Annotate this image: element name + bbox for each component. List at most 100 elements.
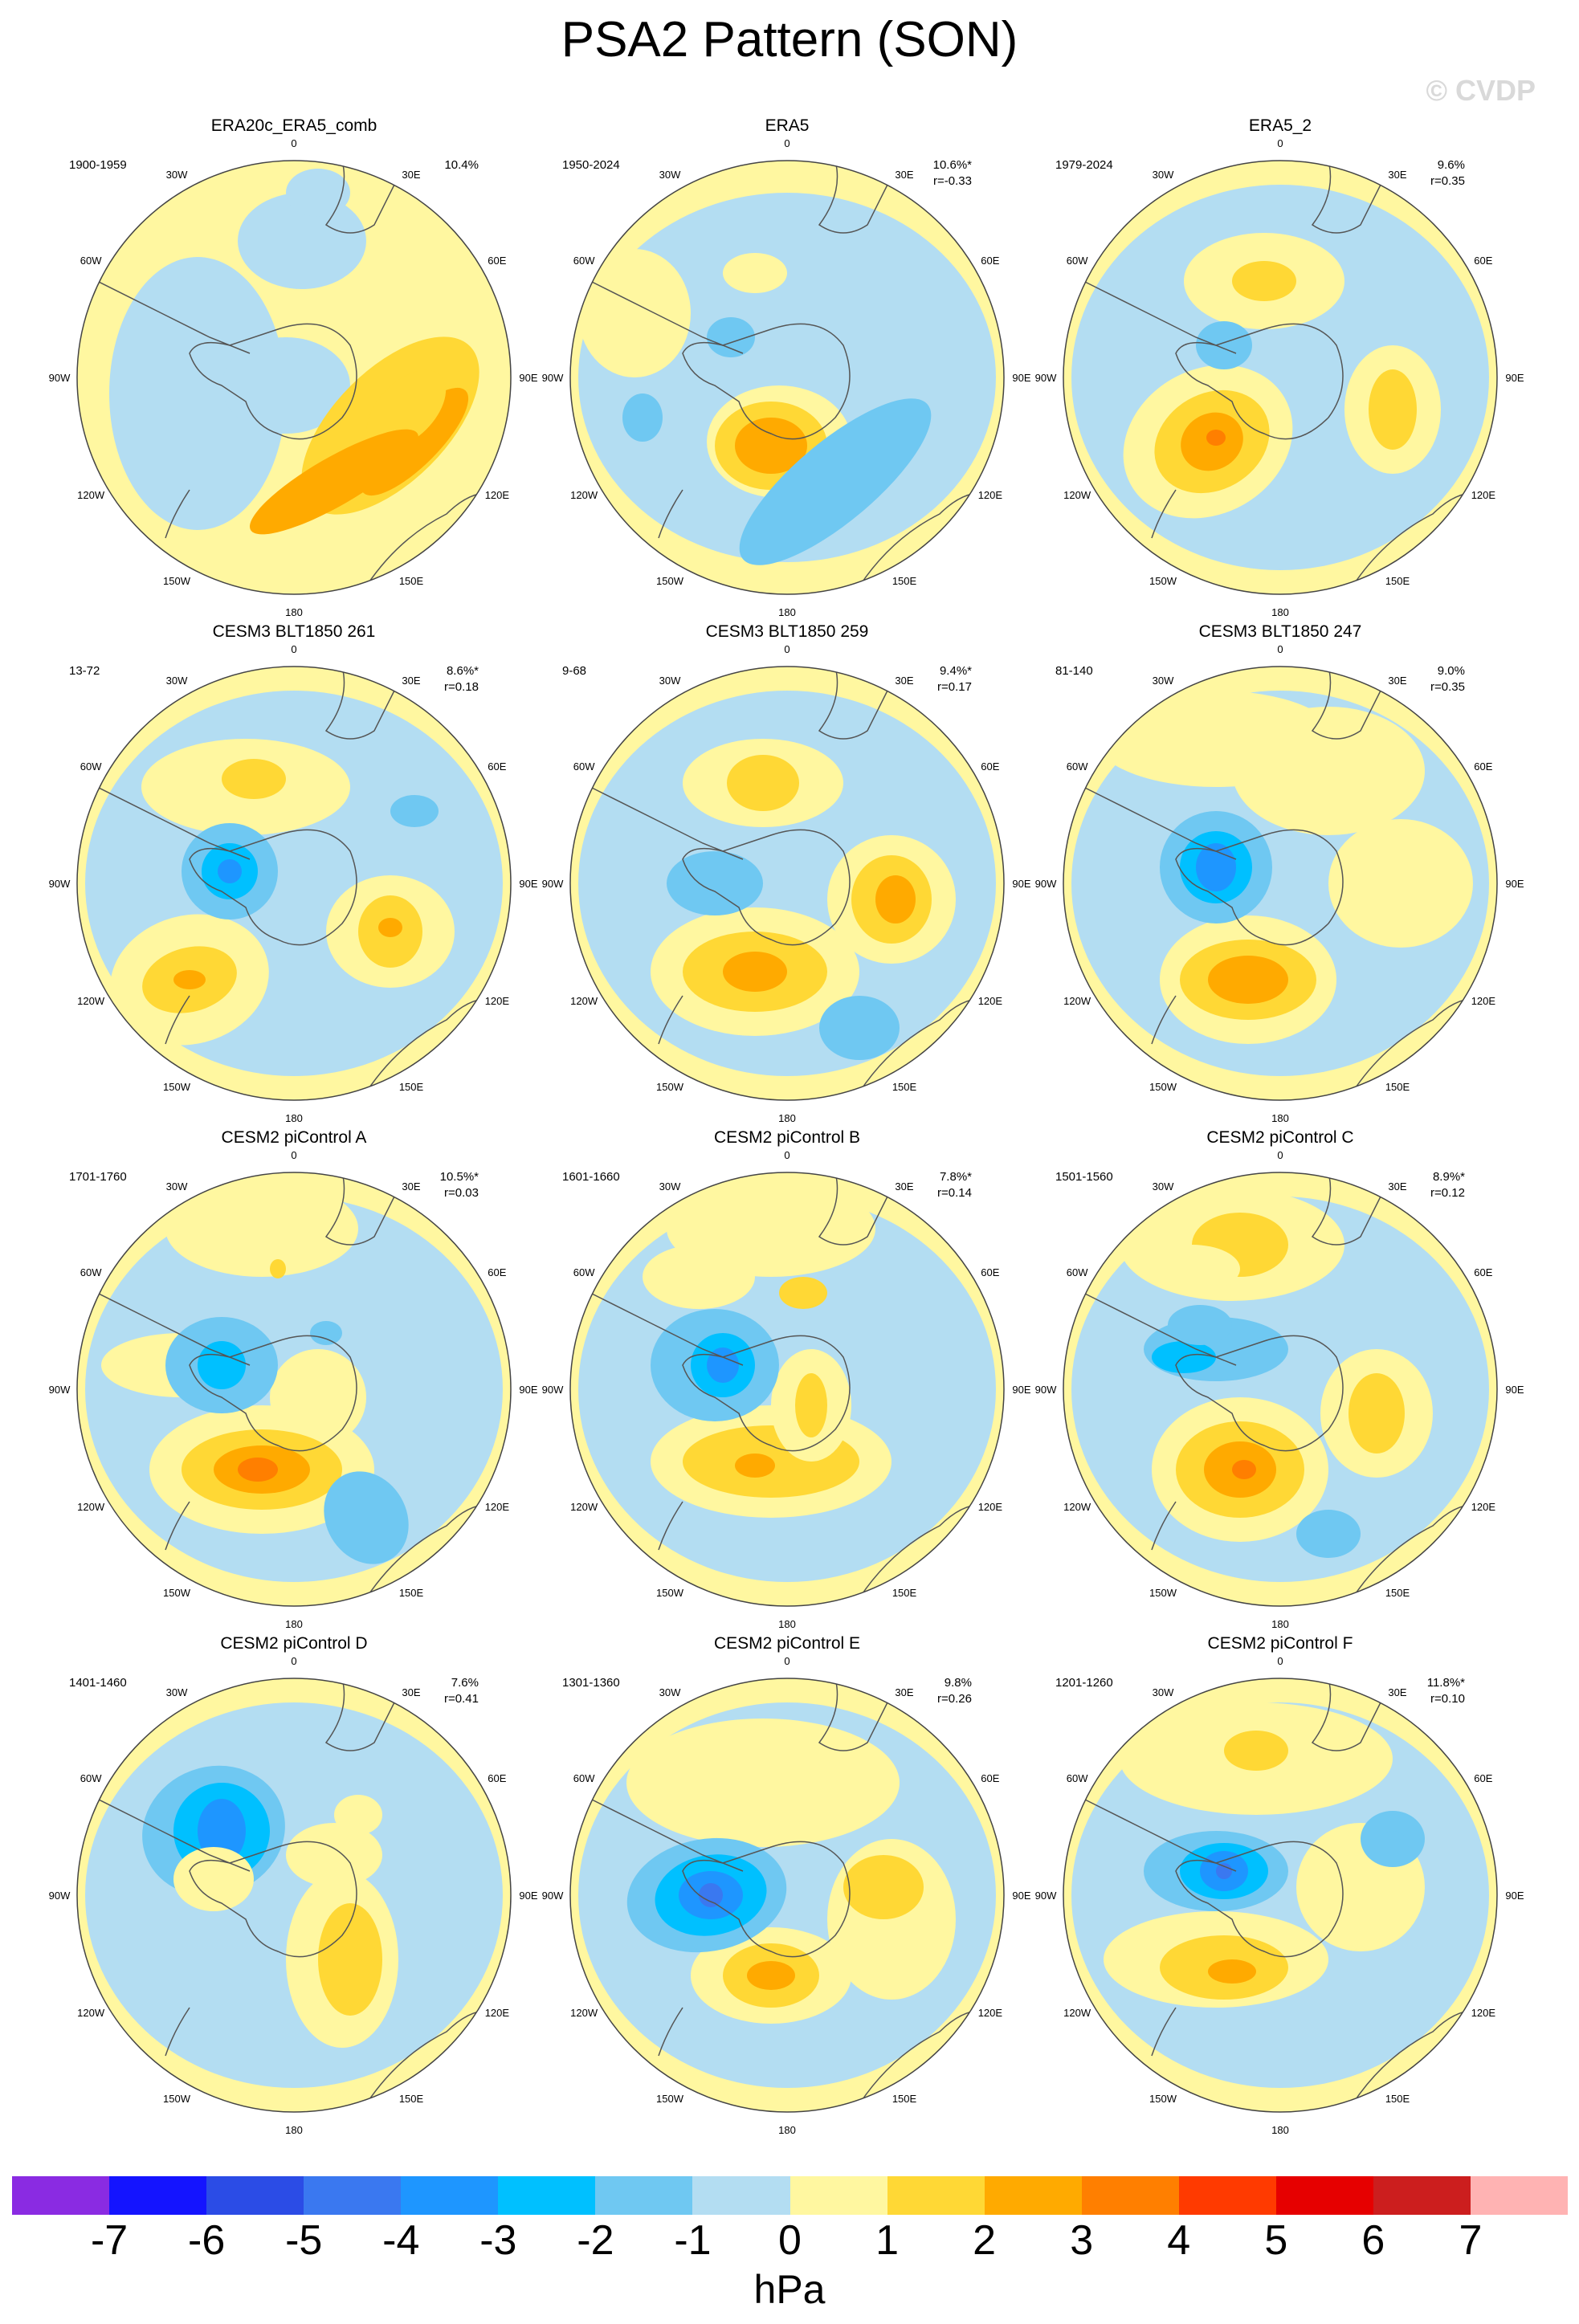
anomaly-contour	[1206, 430, 1226, 446]
panel-variance-pct: 9.4%*	[939, 664, 972, 678]
panel-title: CESM3 BLT1850 261	[212, 622, 376, 641]
panel-title: ERA5_2	[1248, 116, 1312, 135]
longitude-label: 150E	[1385, 1587, 1410, 1599]
longitude-label: 150W	[1149, 2093, 1177, 2105]
longitude-label: 150E	[1385, 2093, 1410, 2105]
panel-title: CESM2 piControl F	[1207, 1634, 1353, 1653]
anomaly-contour	[747, 1961, 795, 1990]
longitude-label: 90E	[1012, 1384, 1030, 1396]
polar-map: 0 30E 60E 90E 120E 150E 180 150W 120W 90W 60W 30W	[542, 643, 1031, 1124]
longitude-label: 0	[784, 1149, 790, 1161]
panel-period: 1701-1760	[69, 1170, 127, 1184]
anomaly-contour	[1232, 707, 1425, 835]
longitude-label: 120E	[978, 1501, 1003, 1513]
anomaly-contour	[378, 918, 402, 937]
anomaly-contour	[1328, 819, 1473, 948]
map-panel: ERA20c_ERA5_comb 1900-1959 10.4% 0 30E 60E 90E…	[45, 116, 543, 622]
longitude-label: 30W	[659, 169, 681, 181]
colorbar-tick-label: -4	[382, 2217, 420, 2264]
watermark: © CVDP	[1426, 74, 1536, 107]
panel-pattern-correlation: r=0.14	[937, 1186, 972, 1200]
longitude-label: 60E	[981, 1772, 999, 1784]
longitude-label: 30W	[659, 1180, 681, 1193]
colorbar-tick-label: 1	[875, 2217, 900, 2264]
longitude-label: 60W	[573, 1266, 595, 1278]
longitude-label: 30E	[895, 1686, 913, 1698]
polar-map: 0 30E 60E 90E 120E 150E 180 150W 120W 90W 60W 30W	[1035, 643, 1524, 1124]
anomaly-contour	[1196, 843, 1236, 891]
longitude-label: 120W	[1063, 2007, 1091, 2019]
antarctica-coastline	[682, 829, 851, 946]
anomaly-contour	[334, 1795, 382, 1835]
map-boundary	[1063, 1678, 1498, 2113]
anomaly-contour	[318, 1903, 382, 2016]
longitude-label: 90W	[1035, 1384, 1057, 1396]
antarctica-coastline	[1175, 323, 1344, 440]
panel-title: CESM3 BLT1850 259	[705, 622, 869, 641]
map-boundary	[76, 666, 512, 1101]
map-panel: ERA5 1950-2024 10.6%* r=-0.33 0 30E 60E 90E 120E…	[538, 116, 1036, 622]
anomaly-contour	[238, 1458, 278, 1482]
anomaly-contour	[109, 257, 286, 530]
longitude-label: 150W	[1149, 1081, 1177, 1093]
panel-pattern-correlation: r=0.12	[1430, 1186, 1465, 1200]
longitude-label: 60E	[1474, 255, 1492, 267]
longitude-label: 150W	[1149, 575, 1177, 587]
panel-pattern-correlation: r=0.03	[444, 1186, 479, 1200]
anomaly-contour	[286, 169, 350, 217]
anomaly-contour	[1196, 321, 1252, 369]
longitude-label: 150W	[163, 1587, 191, 1599]
anomaly-contour	[1224, 1731, 1288, 1771]
longitude-label: 90W	[49, 372, 71, 384]
longitude-label: 180	[778, 2124, 796, 2136]
antarctic-peninsula-coastline	[1083, 786, 1237, 860]
colorbar-tick-label: 6	[1361, 2217, 1385, 2264]
longitude-label: 0	[784, 137, 790, 149]
anomaly-contour	[173, 970, 206, 989]
panel-title: CESM2 piControl C	[1206, 1128, 1354, 1147]
anomaly-contour	[250, 429, 418, 535]
longitude-label: 90W	[1035, 878, 1057, 890]
panel-variance-pct: 11.8%*	[1426, 1676, 1465, 1690]
antarctica-coastline	[1175, 1841, 1344, 1958]
colorbar-swatch	[206, 2176, 304, 2215]
polar-map: 0 30E 60E 90E 120E 150E 180 150W 120W 90W 60W 30W	[542, 1655, 1031, 2136]
longitude-label: 30W	[659, 675, 681, 687]
antarctic-peninsula-coastline	[96, 786, 251, 860]
anomaly-contour	[85, 1702, 503, 2088]
longitude-label: 30W	[659, 1686, 681, 1698]
longitude-label: 180	[778, 1112, 796, 1124]
panel-period: 1979-2024	[1055, 158, 1113, 172]
longitude-label: 90W	[542, 1384, 564, 1396]
longitude-label: 150E	[1385, 1081, 1410, 1093]
longitude-label: 90E	[1505, 372, 1524, 384]
panel-period: 1900-1959	[69, 158, 127, 172]
longitude-label: 60W	[573, 760, 595, 773]
map-panel: CESM2 piControl F 1201-1260 11.8%* r=0.10 0 3…	[1031, 1634, 1529, 2140]
longitude-label: 180	[285, 606, 303, 618]
longitude-label: 120E	[485, 2007, 510, 2019]
longitude-label: 120W	[77, 2007, 105, 2019]
longitude-label: 120E	[485, 489, 510, 501]
colorbar-swatch	[692, 2176, 790, 2215]
map-panel: CESM2 piControl A 1701-1760 10.5%* r=0.03 0 3…	[45, 1128, 543, 1634]
anomaly-contour	[1208, 956, 1288, 1004]
panel-title: CESM2 piControl E	[713, 1634, 861, 1653]
longitude-label: 90W	[49, 1384, 71, 1396]
longitude-label: 60W	[1067, 1266, 1088, 1278]
panel-period: 1401-1460	[69, 1676, 127, 1690]
longitude-label: 30E	[402, 169, 420, 181]
colorbar-tick-label: -1	[674, 2217, 712, 2264]
polar-map: 0 30E 60E 90E 120E 150E 180 150W 120W 90W 60W 30W	[1035, 1655, 1524, 2136]
longitude-label: 120E	[1471, 489, 1496, 501]
map-boundary	[76, 1172, 512, 1607]
longitude-label: 120E	[485, 995, 510, 1007]
longitude-label: 30E	[402, 1180, 420, 1193]
longitude-label: 0	[291, 1655, 296, 1667]
panel-period: 13-72	[69, 664, 100, 678]
anomaly-contour	[707, 317, 755, 357]
longitude-label: 150W	[656, 575, 684, 587]
colorbar-swatch	[1470, 2176, 1568, 2215]
longitude-label: 150E	[892, 1081, 917, 1093]
panel-title: CESM3 BLT1850 247	[1198, 622, 1362, 641]
